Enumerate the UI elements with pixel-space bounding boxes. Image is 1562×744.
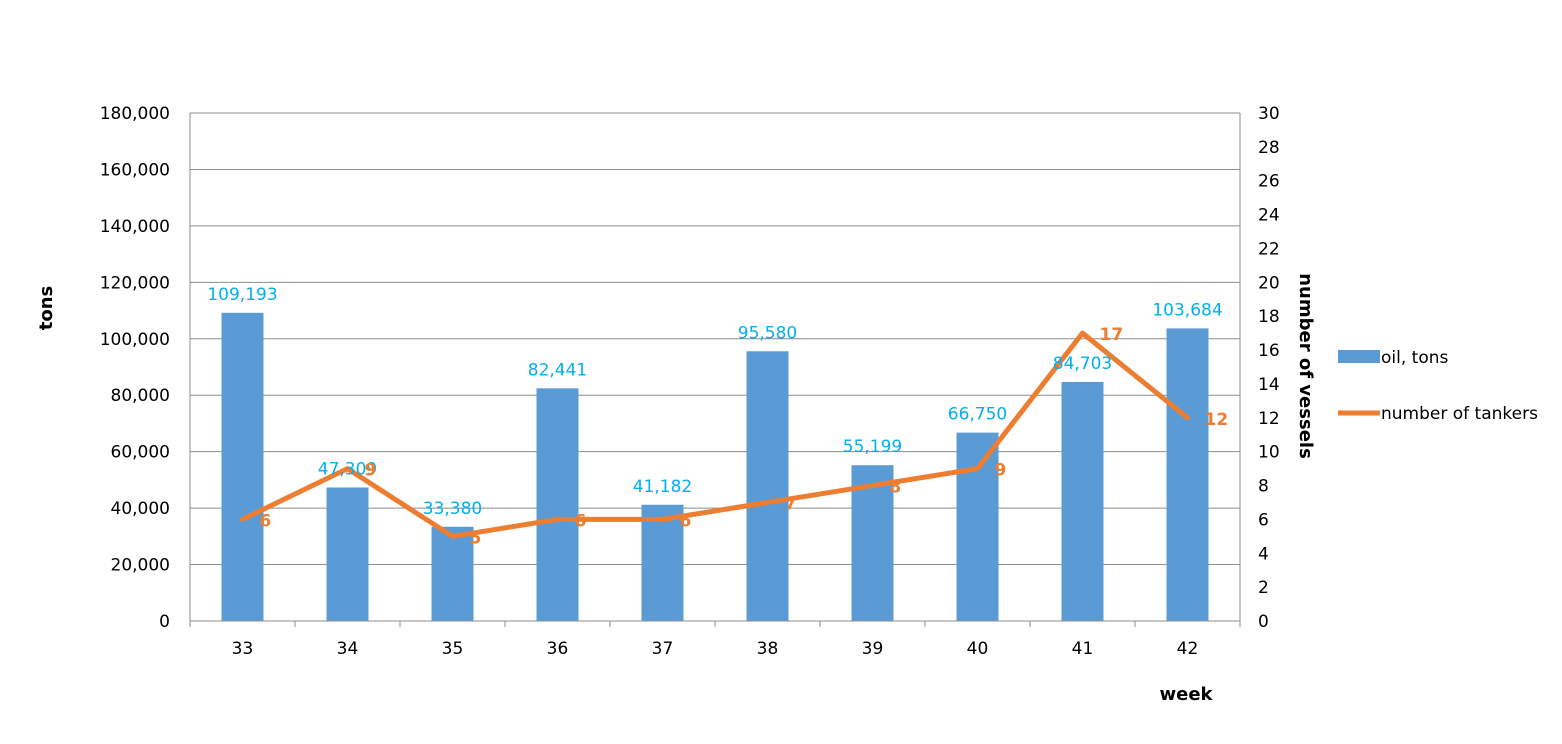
bar bbox=[431, 526, 474, 621]
y-tick-label: 140,000 bbox=[100, 217, 170, 237]
y2-tick-label: 14 bbox=[1258, 375, 1280, 395]
line-series bbox=[240, 330, 1190, 539]
y2-tick-label: 24 bbox=[1258, 206, 1280, 226]
x-tick-label: 36 bbox=[547, 639, 569, 659]
bar-data-label: 84,703 bbox=[1053, 354, 1112, 374]
legend-label-number-of-tankers: number of tankers bbox=[1381, 404, 1538, 424]
legend-label-oil-tons: oil, tons bbox=[1381, 348, 1448, 368]
bar-data-label: 55,199 bbox=[843, 437, 902, 457]
y-tick-label: 80,000 bbox=[111, 386, 170, 406]
line-data-label: 9 bbox=[365, 461, 377, 481]
x-tick-label: 33 bbox=[232, 639, 254, 659]
bar-data-label: 33,380 bbox=[423, 499, 482, 519]
legend: oil, tons number of tankers bbox=[1338, 348, 1538, 424]
y2-tick-label: 16 bbox=[1258, 341, 1280, 361]
x-tick-label: 41 bbox=[1072, 639, 1094, 659]
bar bbox=[221, 312, 264, 621]
y2-tick-label: 26 bbox=[1258, 172, 1280, 192]
data-labels: 109,193 47,309 33,380 82,441 41,182 95,580 55,… bbox=[207, 285, 1228, 549]
line-data-label: 6 bbox=[680, 511, 692, 531]
line-data-label: 9 bbox=[995, 461, 1007, 481]
y-tick-label: 0 bbox=[159, 612, 170, 632]
y-axis-title: tons bbox=[36, 286, 57, 331]
x-tick-label: 39 bbox=[862, 639, 884, 659]
bar-data-label: 103,684 bbox=[1152, 300, 1222, 320]
line-data-label: 8 bbox=[890, 478, 902, 498]
y2-tick-label: 8 bbox=[1258, 477, 1269, 497]
y2-tick-label: 6 bbox=[1258, 510, 1269, 530]
bar bbox=[641, 504, 684, 621]
y-tick-label: 120,000 bbox=[100, 273, 170, 293]
y2-axis-title: number of vessels bbox=[1295, 273, 1316, 459]
x-tick-label: 42 bbox=[1177, 639, 1199, 659]
y-tick-label: 100,000 bbox=[100, 330, 170, 350]
line-data-label: 6 bbox=[575, 511, 587, 531]
axes bbox=[189, 113, 1241, 627]
y-tick-label: 40,000 bbox=[111, 499, 170, 519]
line-data-label: 7 bbox=[785, 494, 797, 514]
y2-tick-label: 30 bbox=[1258, 104, 1280, 124]
bar-data-label: 82,441 bbox=[528, 360, 587, 380]
y2-tick-label: 22 bbox=[1258, 239, 1280, 259]
x-tick-label: 38 bbox=[757, 639, 779, 659]
y-tick-label: 160,000 bbox=[100, 160, 170, 180]
y2-tick-label: 18 bbox=[1258, 307, 1280, 327]
bar-data-label: 95,580 bbox=[738, 323, 797, 343]
bar-data-label: 41,182 bbox=[633, 477, 692, 497]
bar bbox=[536, 388, 579, 621]
x-tick-label: 35 bbox=[442, 639, 464, 659]
y2-tick-label: 2 bbox=[1258, 578, 1269, 598]
bar bbox=[746, 351, 789, 621]
tick-labels: 0 20,000 40,000 60,000 80,000 100,000 120,000 1… bbox=[100, 104, 1280, 659]
line-data-label: 12 bbox=[1205, 410, 1229, 430]
bar bbox=[1166, 328, 1209, 621]
tanker-line bbox=[240, 330, 1190, 539]
bar-data-label: 47,309 bbox=[318, 459, 377, 479]
bar bbox=[326, 487, 369, 621]
bar-data-label: 109,193 bbox=[207, 285, 277, 305]
x-tick-label: 34 bbox=[337, 639, 359, 659]
line-data-label: 5 bbox=[470, 528, 482, 548]
y2-tick-label: 10 bbox=[1258, 443, 1280, 463]
y2-tick-label: 4 bbox=[1258, 544, 1269, 564]
y2-tick-label: 28 bbox=[1258, 138, 1280, 158]
y2-tick-label: 20 bbox=[1258, 273, 1280, 293]
legend-swatch-oil-tons bbox=[1338, 350, 1380, 363]
y-tick-label: 180,000 bbox=[100, 104, 170, 124]
y-tick-label: 60,000 bbox=[111, 443, 170, 463]
bar bbox=[956, 432, 999, 621]
bar bbox=[1061, 381, 1104, 621]
bar-series bbox=[221, 312, 1209, 621]
line-data-label: 6 bbox=[260, 511, 272, 531]
bar bbox=[851, 465, 894, 621]
x-tick-label: 37 bbox=[652, 639, 674, 659]
line-data-label: 17 bbox=[1100, 325, 1124, 345]
y-tick-label: 20,000 bbox=[111, 556, 170, 576]
x-tick-label: 40 bbox=[967, 639, 989, 659]
y2-tick-label: 0 bbox=[1258, 612, 1269, 632]
bar-data-label: 66,750 bbox=[948, 405, 1007, 425]
y2-tick-label: 12 bbox=[1258, 409, 1280, 429]
x-axis-title: week bbox=[1159, 684, 1213, 705]
